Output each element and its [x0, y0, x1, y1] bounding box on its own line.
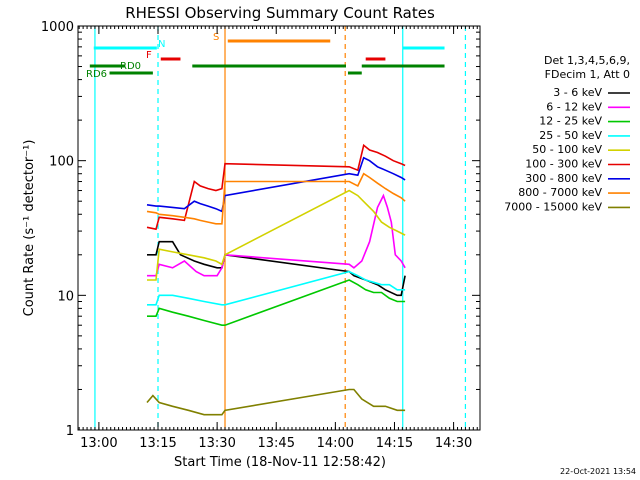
legend-entry-label: 800 - 7000 keV: [518, 186, 602, 199]
series-line: [147, 193, 406, 277]
x-tick-label: 14:00: [317, 436, 354, 451]
legend: Det 1,3,4,5,6,9,FDecim 1, Att 0 3 - 6 keV…: [504, 54, 630, 213]
legend-entry-label: 100 - 300 keV: [525, 158, 602, 171]
x-tick-label: 13:45: [258, 436, 295, 451]
series-line: [147, 189, 406, 281]
state-bar-label: RD0: [120, 61, 141, 72]
series-line: [147, 270, 406, 306]
x-tick-label: 14:30: [435, 436, 472, 451]
y-tick-label: 1: [66, 424, 74, 439]
state-bar-label: RD6: [86, 69, 107, 80]
series-line: [146, 388, 406, 416]
x-axis-label: Start Time (18-Nov-11 12:58:42): [174, 455, 386, 470]
y-tick-label: 10: [57, 289, 74, 304]
series-line: [146, 172, 406, 225]
axes: 1 10 100 1000 13:00 13:15 13:30 13:45 14:00 14:15…: [41, 20, 480, 451]
chart-title: RHESSI Observing Summary Count Rates: [125, 4, 435, 22]
legend-header: Det 1,3,4,5,6,9,: [544, 54, 630, 67]
x-tick-label: 13:30: [198, 436, 235, 451]
legend-entry-label: 25 - 50 keV: [539, 129, 602, 142]
state-bar-label: F: [146, 50, 152, 61]
state-bar-label: N: [158, 39, 165, 50]
series-line: [146, 143, 406, 231]
legend-entry-label: 50 - 100 keV: [532, 143, 602, 156]
legend-entry-label: 6 - 12 keV: [546, 100, 602, 113]
series-line: [147, 279, 406, 327]
x-tick-label: 14:15: [376, 436, 413, 451]
plot-frame: [77, 25, 481, 431]
timestamp: 22-Oct-2021 13:54: [560, 467, 636, 476]
x-tick-label: 13:00: [80, 436, 117, 451]
legend-entry-label: 7000 - 15000 keV: [504, 200, 602, 213]
plot-area: NF S RD0 RD6: [86, 26, 467, 430]
x-tick-label: 13:15: [139, 436, 176, 451]
state-bar-label: S: [213, 32, 219, 43]
legend-header: FDecim 1, Att 0: [545, 68, 630, 81]
y-tick-label: 100: [49, 155, 74, 170]
legend-entry-label: 3 - 6 keV: [553, 86, 602, 99]
y-axis-label: Count Rate (s⁻¹ detector⁻¹): [22, 140, 37, 317]
legend-entry-label: 300 - 800 keV: [525, 172, 602, 185]
legend-entry-label: 12 - 25 keV: [539, 115, 602, 128]
y-tick-label: 1000: [41, 20, 74, 35]
